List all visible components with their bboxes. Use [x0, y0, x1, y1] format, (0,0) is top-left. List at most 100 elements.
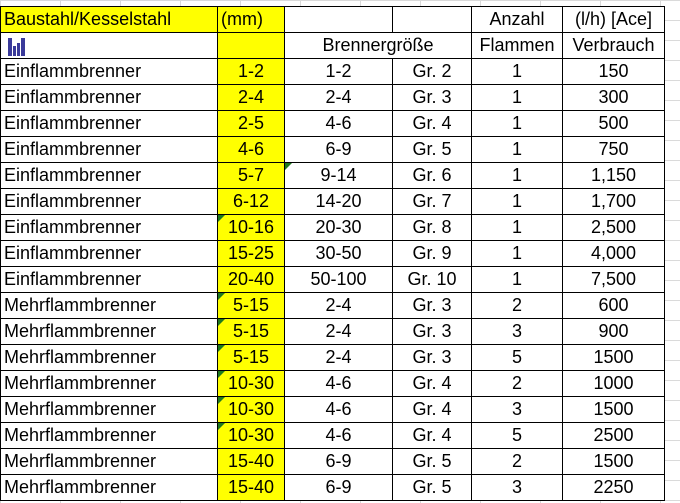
burner-type-cell[interactable]: Mehrflammbrenner [0, 448, 218, 475]
group-cell[interactable]: Gr. 9 [392, 240, 472, 267]
flames-cell[interactable]: 1 [471, 162, 563, 189]
burner-type-cell[interactable]: Einflammbrenner [0, 214, 218, 241]
flames-cell[interactable]: 1 [471, 240, 563, 267]
usage-cell[interactable]: 2500 [562, 422, 665, 449]
empty-cell[interactable] [392, 6, 472, 33]
group-cell[interactable]: Gr. 4 [392, 396, 472, 423]
logo-cell[interactable] [0, 32, 218, 59]
burner-type-cell[interactable]: Einflammbrenner [0, 58, 218, 85]
group-cell[interactable]: Gr. 3 [392, 344, 472, 371]
burner-type-cell[interactable]: Einflammbrenner [0, 84, 218, 111]
burner-size-cell[interactable]: 6-9 [284, 448, 393, 475]
thickness-cell[interactable]: 5-15 [217, 318, 285, 345]
group-cell[interactable]: Gr. 5 [392, 474, 472, 501]
group-cell[interactable]: Gr. 4 [392, 110, 472, 137]
flames-cell[interactable]: 1 [471, 84, 563, 111]
burner-size-cell[interactable]: 6-9 [284, 474, 393, 501]
header-flames[interactable]: Flammen [471, 32, 563, 59]
thickness-cell[interactable]: 10-30 [217, 396, 285, 423]
burner-size-cell[interactable]: 14-20 [284, 188, 393, 215]
burner-type-cell[interactable]: Einflammbrenner [0, 110, 218, 137]
flames-cell[interactable]: 2 [471, 370, 563, 397]
header-unit[interactable]: (l/h) [Ace] [562, 6, 665, 33]
thickness-cell[interactable]: 2-4 [217, 84, 285, 111]
thickness-cell[interactable]: 15-40 [217, 474, 285, 501]
usage-cell[interactable]: 1500 [562, 396, 665, 423]
burner-type-cell[interactable]: Mehrflammbrenner [0, 422, 218, 449]
header-material[interactable]: Baustahl/Kesselstahl [0, 6, 218, 33]
burner-size-cell[interactable]: 6-9 [284, 136, 393, 163]
burner-type-cell[interactable]: Mehrflammbrenner [0, 396, 218, 423]
burner-type-cell[interactable]: Einflammbrenner [0, 162, 218, 189]
group-cell[interactable]: Gr. 8 [392, 214, 472, 241]
burner-size-cell[interactable]: 2-4 [284, 84, 393, 111]
header-usage[interactable]: Verbrauch [562, 32, 665, 59]
burner-type-cell[interactable]: Einflammbrenner [0, 240, 218, 267]
burner-size-cell[interactable]: 1-2 [284, 58, 393, 85]
usage-cell[interactable]: 1,150 [562, 162, 665, 189]
flames-cell[interactable]: 1 [471, 110, 563, 137]
burner-size-cell[interactable]: 30-50 [284, 240, 393, 267]
usage-cell[interactable]: 1500 [562, 344, 665, 371]
thickness-cell[interactable]: 15-40 [217, 448, 285, 475]
usage-cell[interactable]: 2,500 [562, 214, 665, 241]
flames-cell[interactable]: 1 [471, 214, 563, 241]
thickness-cell[interactable]: 1-2 [217, 58, 285, 85]
burner-size-cell[interactable]: 2-4 [284, 344, 393, 371]
burner-size-cell[interactable]: 4-6 [284, 110, 393, 137]
flames-cell[interactable]: 2 [471, 448, 563, 475]
empty-cell[interactable] [217, 32, 285, 59]
thickness-cell[interactable]: 4-6 [217, 136, 285, 163]
flames-cell[interactable]: 5 [471, 422, 563, 449]
thickness-cell[interactable]: 2-5 [217, 110, 285, 137]
usage-cell[interactable]: 1500 [562, 448, 665, 475]
usage-cell[interactable]: 900 [562, 318, 665, 345]
usage-cell[interactable]: 600 [562, 292, 665, 319]
thickness-cell[interactable]: 10-30 [217, 370, 285, 397]
group-cell[interactable]: Gr. 4 [392, 370, 472, 397]
usage-cell[interactable]: 500 [562, 110, 665, 137]
burner-type-cell[interactable]: Mehrflammbrenner [0, 370, 218, 397]
group-cell[interactable]: Gr. 6 [392, 162, 472, 189]
usage-cell[interactable]: 4,000 [562, 240, 665, 267]
flames-cell[interactable]: 3 [471, 396, 563, 423]
thickness-cell[interactable]: 10-30 [217, 422, 285, 449]
usage-cell[interactable]: 750 [562, 136, 665, 163]
header-count[interactable]: Anzahl [471, 6, 563, 33]
burner-size-cell[interactable]: 4-6 [284, 396, 393, 423]
group-cell[interactable]: Gr. 2 [392, 58, 472, 85]
empty-cell[interactable] [284, 6, 393, 33]
group-cell[interactable]: Gr. 10 [392, 266, 472, 293]
header-burner-size[interactable]: Brennergröße [284, 32, 472, 59]
group-cell[interactable]: Gr. 3 [392, 292, 472, 319]
flames-cell[interactable]: 5 [471, 344, 563, 371]
usage-cell[interactable]: 300 [562, 84, 665, 111]
flames-cell[interactable]: 2 [471, 292, 563, 319]
usage-cell[interactable]: 7,500 [562, 266, 665, 293]
burner-size-cell[interactable]: 20-30 [284, 214, 393, 241]
burner-type-cell[interactable]: Einflammbrenner [0, 188, 218, 215]
thickness-cell[interactable]: 5-15 [217, 292, 285, 319]
burner-type-cell[interactable]: Einflammbrenner [0, 136, 218, 163]
flames-cell[interactable]: 1 [471, 136, 563, 163]
thickness-cell[interactable]: 10-16 [217, 214, 285, 241]
burner-type-cell[interactable]: Einflammbrenner [0, 266, 218, 293]
burner-size-cell[interactable]: 2-4 [284, 318, 393, 345]
usage-cell[interactable]: 2250 [562, 474, 665, 501]
group-cell[interactable]: Gr. 5 [392, 448, 472, 475]
thickness-cell[interactable]: 20-40 [217, 266, 285, 293]
burner-type-cell[interactable]: Mehrflammbrenner [0, 344, 218, 371]
burner-type-cell[interactable]: Mehrflammbrenner [0, 318, 218, 345]
flames-cell[interactable]: 1 [471, 188, 563, 215]
flames-cell[interactable]: 1 [471, 266, 563, 293]
group-cell[interactable]: Gr. 7 [392, 188, 472, 215]
thickness-cell[interactable]: 15-25 [217, 240, 285, 267]
group-cell[interactable]: Gr. 5 [392, 136, 472, 163]
flames-cell[interactable]: 3 [471, 318, 563, 345]
group-cell[interactable]: Gr. 3 [392, 84, 472, 111]
burner-size-cell[interactable]: 4-6 [284, 370, 393, 397]
header-mm[interactable]: (mm) [217, 6, 285, 33]
group-cell[interactable]: Gr. 4 [392, 422, 472, 449]
thickness-cell[interactable]: 5-7 [217, 162, 285, 189]
thickness-cell[interactable]: 6-12 [217, 188, 285, 215]
